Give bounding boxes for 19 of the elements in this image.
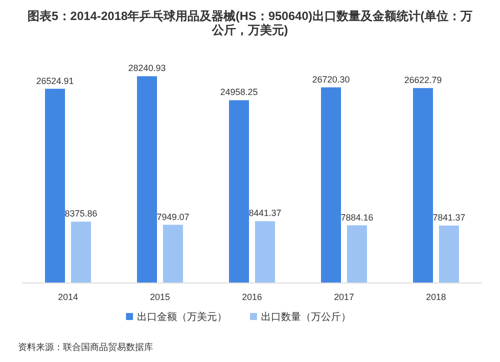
data-label: 24958.25 bbox=[220, 87, 258, 98]
legend-label: 出口数量（万公斤） bbox=[261, 311, 351, 323]
legend-label: 出口金额（万美元） bbox=[137, 311, 227, 323]
data-label: 7841.37 bbox=[432, 212, 466, 223]
data-label: 7884.16 bbox=[340, 212, 374, 222]
x-tick-label: 2017 bbox=[334, 292, 354, 302]
data-label: 28240.93 bbox=[128, 63, 166, 74]
x-tick-label: 2016 bbox=[242, 292, 262, 302]
data-label: 8375.86 bbox=[64, 208, 98, 219]
text: 资料来源：联合国商品贸易数据库 bbox=[18, 342, 153, 352]
data-label: 26720.30 bbox=[312, 74, 350, 84]
data-label: 26622.79 bbox=[404, 75, 442, 86]
data-label: 8441.37 bbox=[248, 208, 282, 218]
x-tick-label: 2015 bbox=[150, 292, 170, 302]
x-tick-label: 2014 bbox=[58, 292, 78, 302]
data-label: 7949.07 bbox=[156, 212, 190, 222]
x-tick-label: 2018 bbox=[426, 292, 446, 302]
data-label: 26524.91 bbox=[36, 76, 74, 86]
chart-title: 图表5：2014-2018年乒乓球用品及器械(HS：950640)出口数量及金额统计(单位：万公斤，万美元) bbox=[28, 9, 472, 37]
